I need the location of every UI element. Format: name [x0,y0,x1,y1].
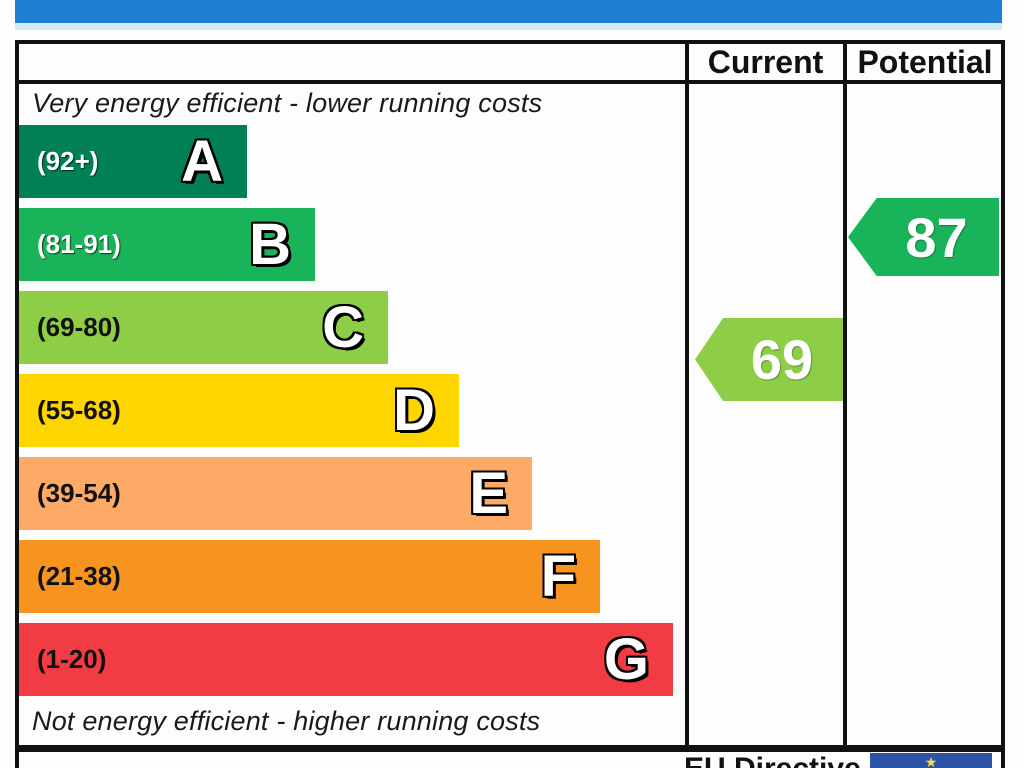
band-f: (21-38) F [19,540,600,613]
eu-directive-label: EU Directive [684,752,861,768]
header-row-divider [15,80,1005,84]
potential-column-header: Potential [857,44,993,80]
band-b: (81-91) B [19,208,315,281]
current-rating-value: 69 [750,328,814,391]
chart-table-frame [15,40,1005,768]
title-banner-bar [15,0,1002,23]
top-note: Very energy efficient - lower running co… [32,88,543,118]
band-letter: G [603,627,649,692]
band-range-label: (55-68) [37,395,121,425]
band-d: (55-68) D [19,374,459,447]
column-divider-current [685,40,689,752]
title-banner-strip [15,23,1002,30]
band-letter: A [181,129,223,194]
band-letter: E [469,461,508,526]
band-range-label: (1-20) [37,644,107,674]
band-e: (39-54) E [19,457,532,530]
potential-rating-value: 87 [905,205,968,269]
current-column-header: Current [707,44,824,80]
band-range-label: (81-91) [37,229,121,259]
band-range-label: (69-80) [37,312,121,342]
bottom-note: Not energy efficient - higher running co… [32,706,541,736]
band-range-label: (92+) [37,146,99,176]
band-letter: D [393,378,435,443]
body-bottom-divider [15,745,1005,752]
band-range-label: (21-38) [37,561,121,591]
band-letter: C [322,295,364,360]
band-c: (69-80) C [19,291,388,364]
potential-rating-arrow: 87 [848,198,999,276]
band-letter: B [249,212,291,277]
column-divider-potential [843,40,847,752]
band-g: (1-20) G [19,623,673,696]
eu-flag-star-icon: ★ [924,754,938,768]
band-a: (92+) A [19,125,247,198]
rating-bands: (92+) A (81-91) B (69-80) C (55-68) D (39-54) E (2… [19,0,719,768]
current-rating-arrow: 69 [695,318,843,401]
band-range-label: (39-54) [37,478,121,508]
band-letter: F [540,544,576,609]
eu-flag-icon: ★ [870,753,992,768]
